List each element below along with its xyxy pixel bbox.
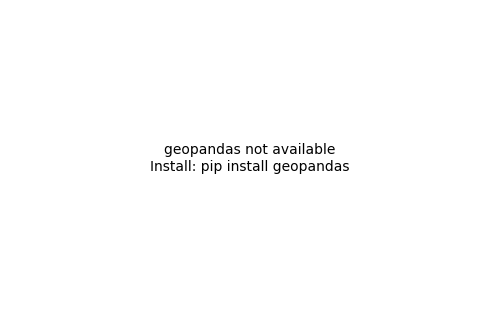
Text: geopandas not available
Install: pip install geopandas: geopandas not available Install: pip ins… bbox=[150, 143, 350, 174]
